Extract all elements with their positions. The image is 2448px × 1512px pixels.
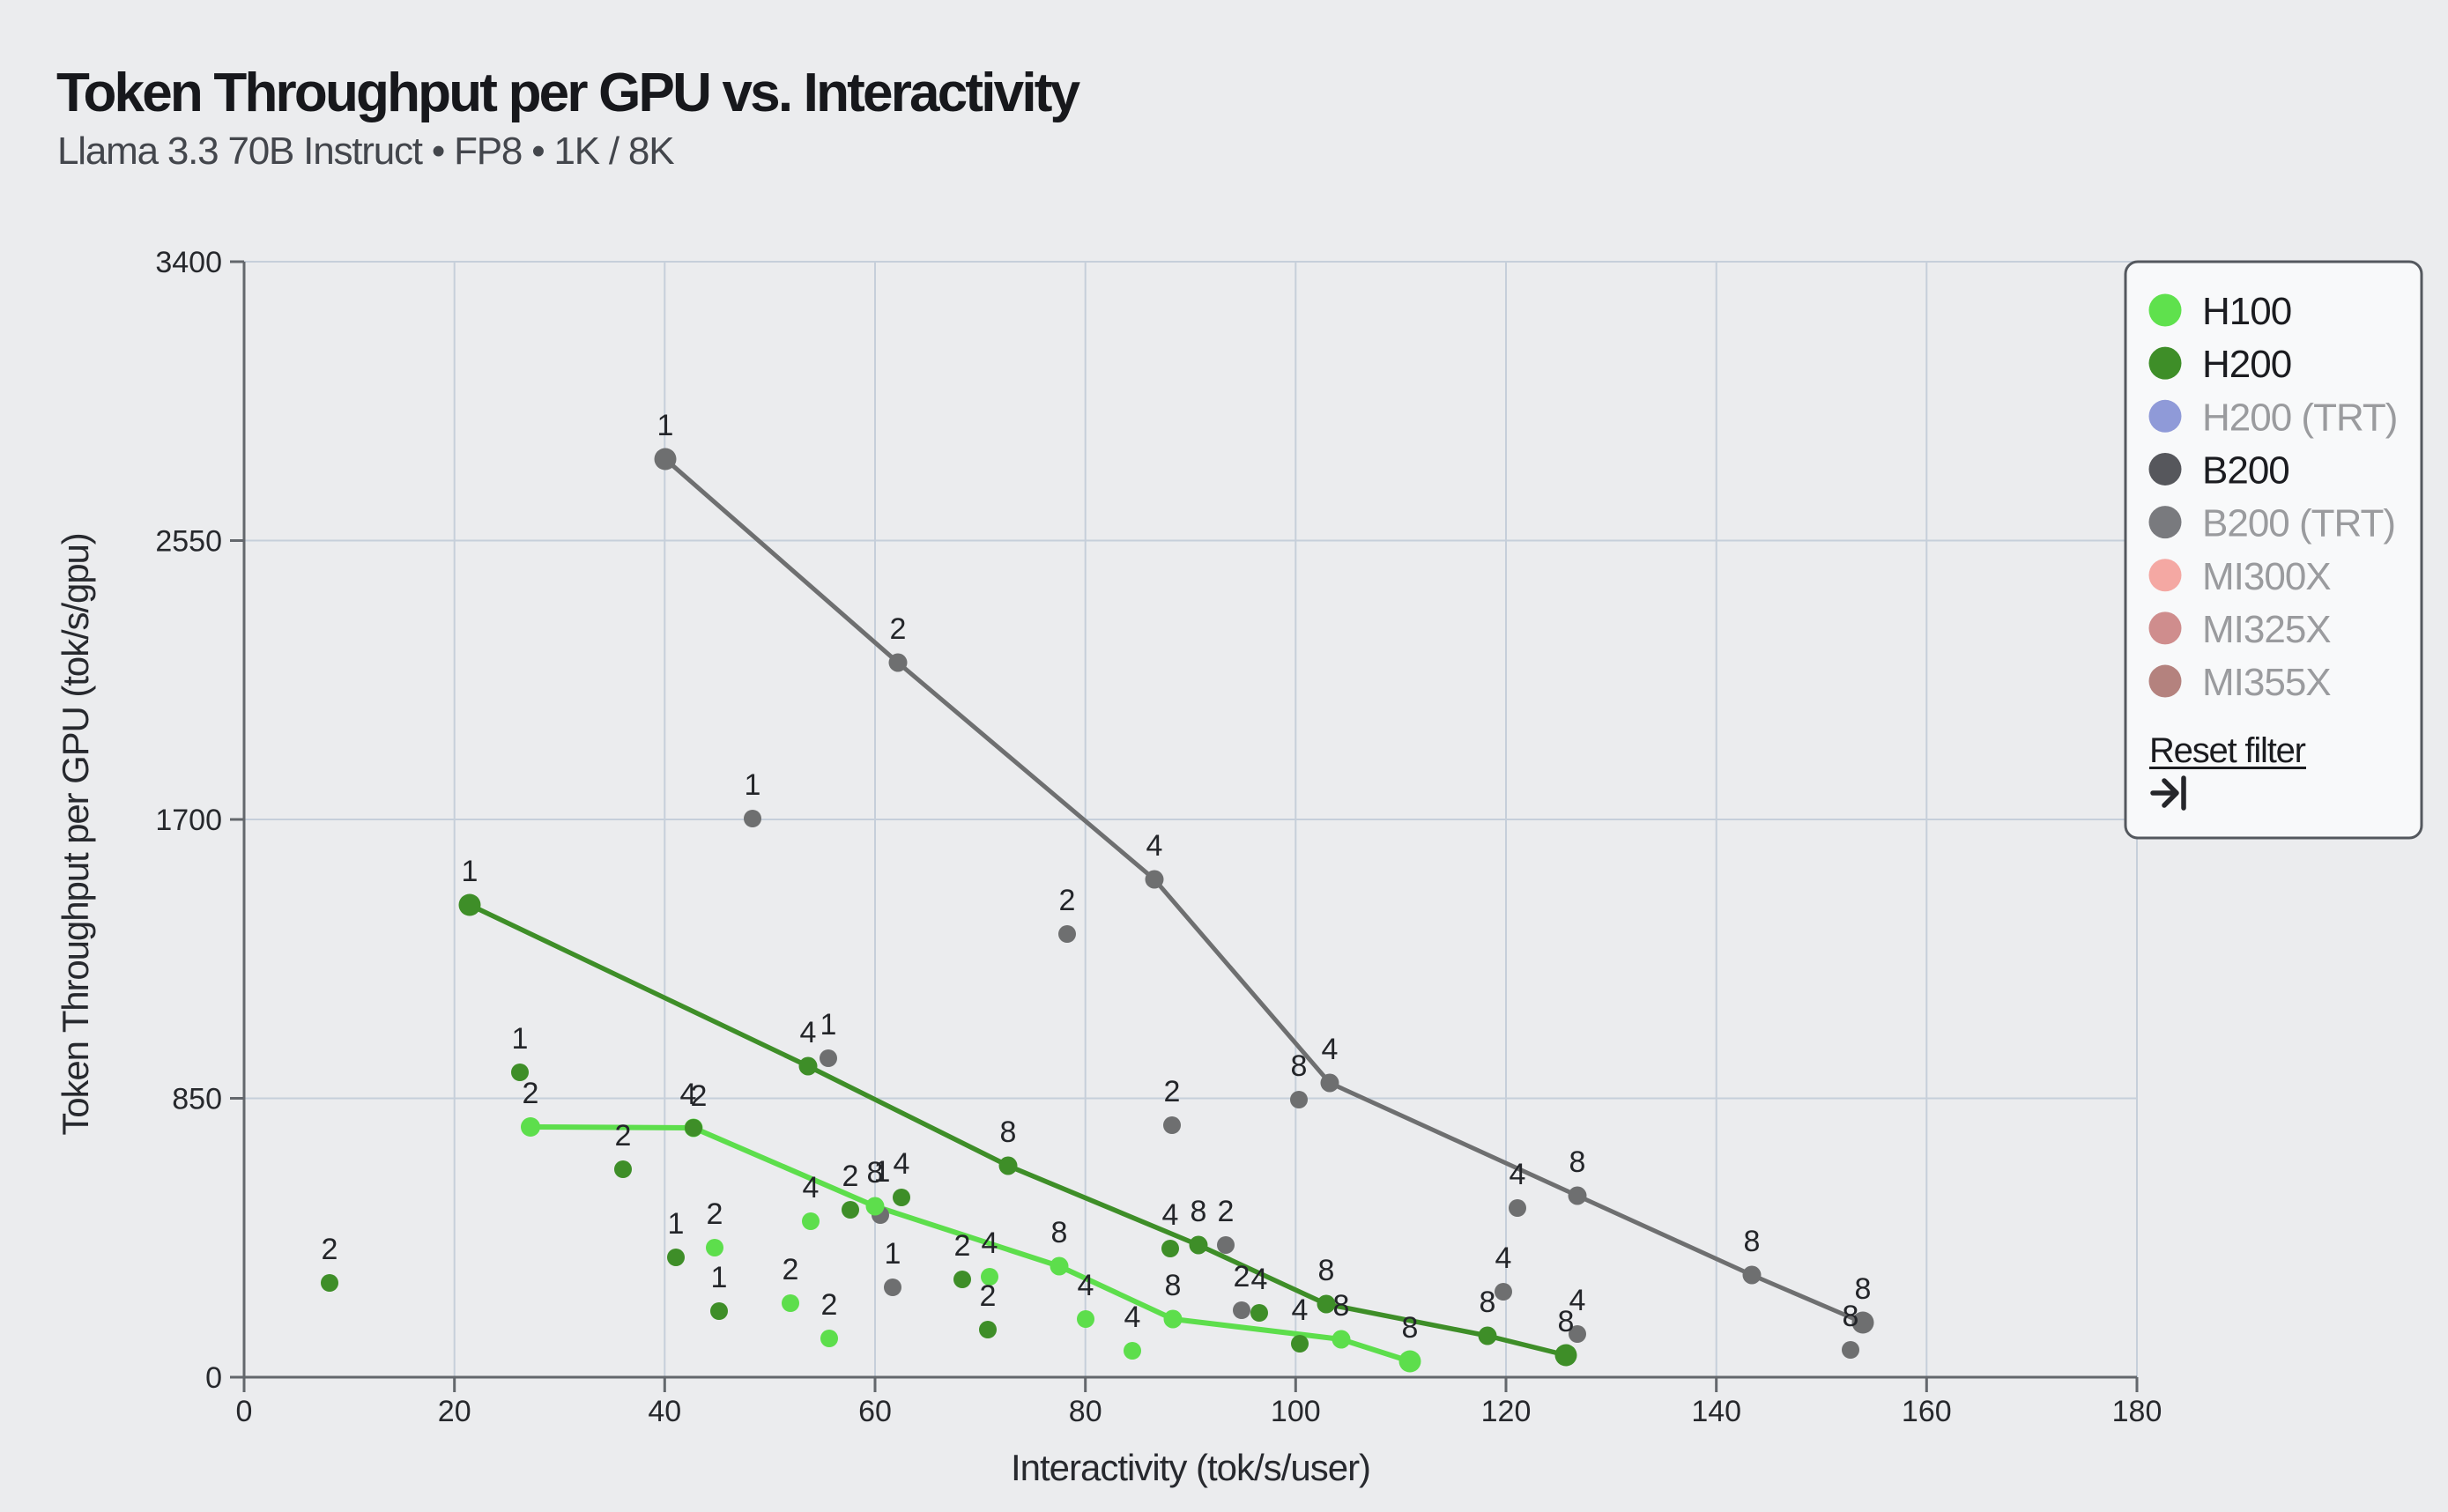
svg-text:1: 1	[820, 1008, 837, 1041]
svg-text:8: 8	[1165, 1269, 1182, 1302]
svg-text:4: 4	[1251, 1263, 1268, 1296]
svg-text:140: 140	[1691, 1395, 1741, 1428]
svg-text:1: 1	[874, 1155, 891, 1189]
svg-text:2: 2	[842, 1160, 859, 1193]
svg-text:8: 8	[1843, 1300, 1859, 1333]
svg-text:2: 2	[322, 1233, 338, 1266]
svg-text:B200 (TRT): B200 (TRT)	[2202, 502, 2395, 545]
svg-text:100: 100	[1271, 1395, 1321, 1428]
svg-text:8: 8	[1558, 1305, 1575, 1338]
svg-text:2: 2	[1218, 1195, 1235, 1228]
svg-text:Token Throughput per GPU vs. I: Token Throughput per GPU vs. Interactivi…	[56, 63, 1081, 123]
svg-text:0: 0	[205, 1361, 222, 1395]
svg-text:8: 8	[1744, 1225, 1761, 1258]
svg-text:8: 8	[1480, 1286, 1496, 1319]
svg-text:2: 2	[615, 1119, 632, 1153]
svg-text:MI300X: MI300X	[2202, 555, 2331, 598]
svg-text:4: 4	[1146, 829, 1163, 863]
svg-text:1: 1	[711, 1261, 728, 1294]
svg-text:8: 8	[1402, 1311, 1419, 1345]
svg-text:4: 4	[894, 1147, 910, 1181]
svg-text:2: 2	[783, 1253, 799, 1286]
svg-text:8: 8	[1333, 1289, 1350, 1323]
svg-text:8: 8	[1318, 1254, 1335, 1287]
svg-text:2: 2	[691, 1079, 708, 1113]
svg-text:2: 2	[821, 1288, 838, 1322]
svg-text:1: 1	[462, 855, 478, 888]
svg-text:8: 8	[1051, 1216, 1068, 1249]
svg-text:4: 4	[803, 1171, 820, 1204]
svg-text:1: 1	[885, 1237, 901, 1271]
svg-text:4: 4	[1495, 1241, 1512, 1275]
svg-text:2: 2	[1164, 1075, 1181, 1108]
svg-text:B200: B200	[2202, 448, 2289, 492]
svg-text:MI325X: MI325X	[2202, 608, 2331, 651]
svg-text:8: 8	[1291, 1049, 1308, 1083]
svg-text:H100: H100	[2202, 290, 2291, 333]
svg-text:8: 8	[1000, 1115, 1017, 1149]
svg-text:4: 4	[1162, 1198, 1179, 1232]
svg-text:4: 4	[982, 1227, 998, 1260]
svg-text:4: 4	[1078, 1269, 1094, 1302]
svg-text:4: 4	[1124, 1301, 1141, 1334]
svg-text:3400: 3400	[155, 246, 222, 279]
svg-text:8: 8	[1191, 1195, 1207, 1228]
svg-text:H200: H200	[2202, 343, 2291, 386]
svg-text:2: 2	[890, 612, 907, 646]
svg-text:4: 4	[800, 1016, 817, 1049]
svg-text:4: 4	[1569, 1284, 1586, 1317]
svg-text:1: 1	[512, 1022, 529, 1056]
svg-text:4: 4	[680, 1078, 697, 1111]
svg-text:1: 1	[668, 1207, 685, 1241]
svg-text:1: 1	[745, 768, 761, 802]
svg-text:120: 120	[1481, 1395, 1532, 1428]
svg-text:4: 4	[1510, 1158, 1526, 1191]
svg-text:160: 160	[1902, 1395, 1952, 1428]
svg-text:MI355X: MI355X	[2202, 661, 2331, 704]
svg-text:8: 8	[1855, 1272, 1872, 1306]
svg-text:2: 2	[954, 1229, 971, 1263]
svg-text:H200 (TRT): H200 (TRT)	[2202, 396, 2397, 439]
svg-text:2: 2	[1059, 884, 1076, 917]
svg-text:1: 1	[657, 409, 674, 442]
svg-text:Reset filter: Reset filter	[2149, 731, 2306, 770]
svg-text:8: 8	[1569, 1145, 1586, 1179]
svg-text:8: 8	[867, 1156, 884, 1190]
svg-text:2: 2	[707, 1197, 723, 1231]
svg-text:2: 2	[1234, 1260, 1250, 1293]
svg-text:1700: 1700	[155, 804, 222, 837]
svg-text:180: 180	[2112, 1395, 2162, 1428]
svg-text:80: 80	[1069, 1395, 1102, 1428]
svg-text:Token Throughput per GPU (tok/: Token Throughput per GPU (tok/s/gpu)	[55, 533, 96, 1135]
svg-text:4: 4	[1322, 1033, 1339, 1066]
svg-text:850: 850	[172, 1083, 222, 1116]
svg-text:40: 40	[648, 1395, 681, 1428]
svg-text:2550: 2550	[155, 525, 222, 559]
svg-text:2: 2	[523, 1077, 539, 1110]
svg-text:60: 60	[858, 1395, 892, 1428]
svg-text:0: 0	[236, 1395, 253, 1428]
svg-text:4: 4	[1292, 1293, 1309, 1327]
svg-text:2: 2	[980, 1279, 997, 1313]
svg-text:Llama 3.3 70B Instruct • FP8 •: Llama 3.3 70B Instruct • FP8 • 1K / 8K	[57, 130, 674, 173]
svg-text:20: 20	[438, 1395, 471, 1428]
svg-text:Interactivity (tok/s/user): Interactivity (tok/s/user)	[1011, 1447, 1370, 1488]
